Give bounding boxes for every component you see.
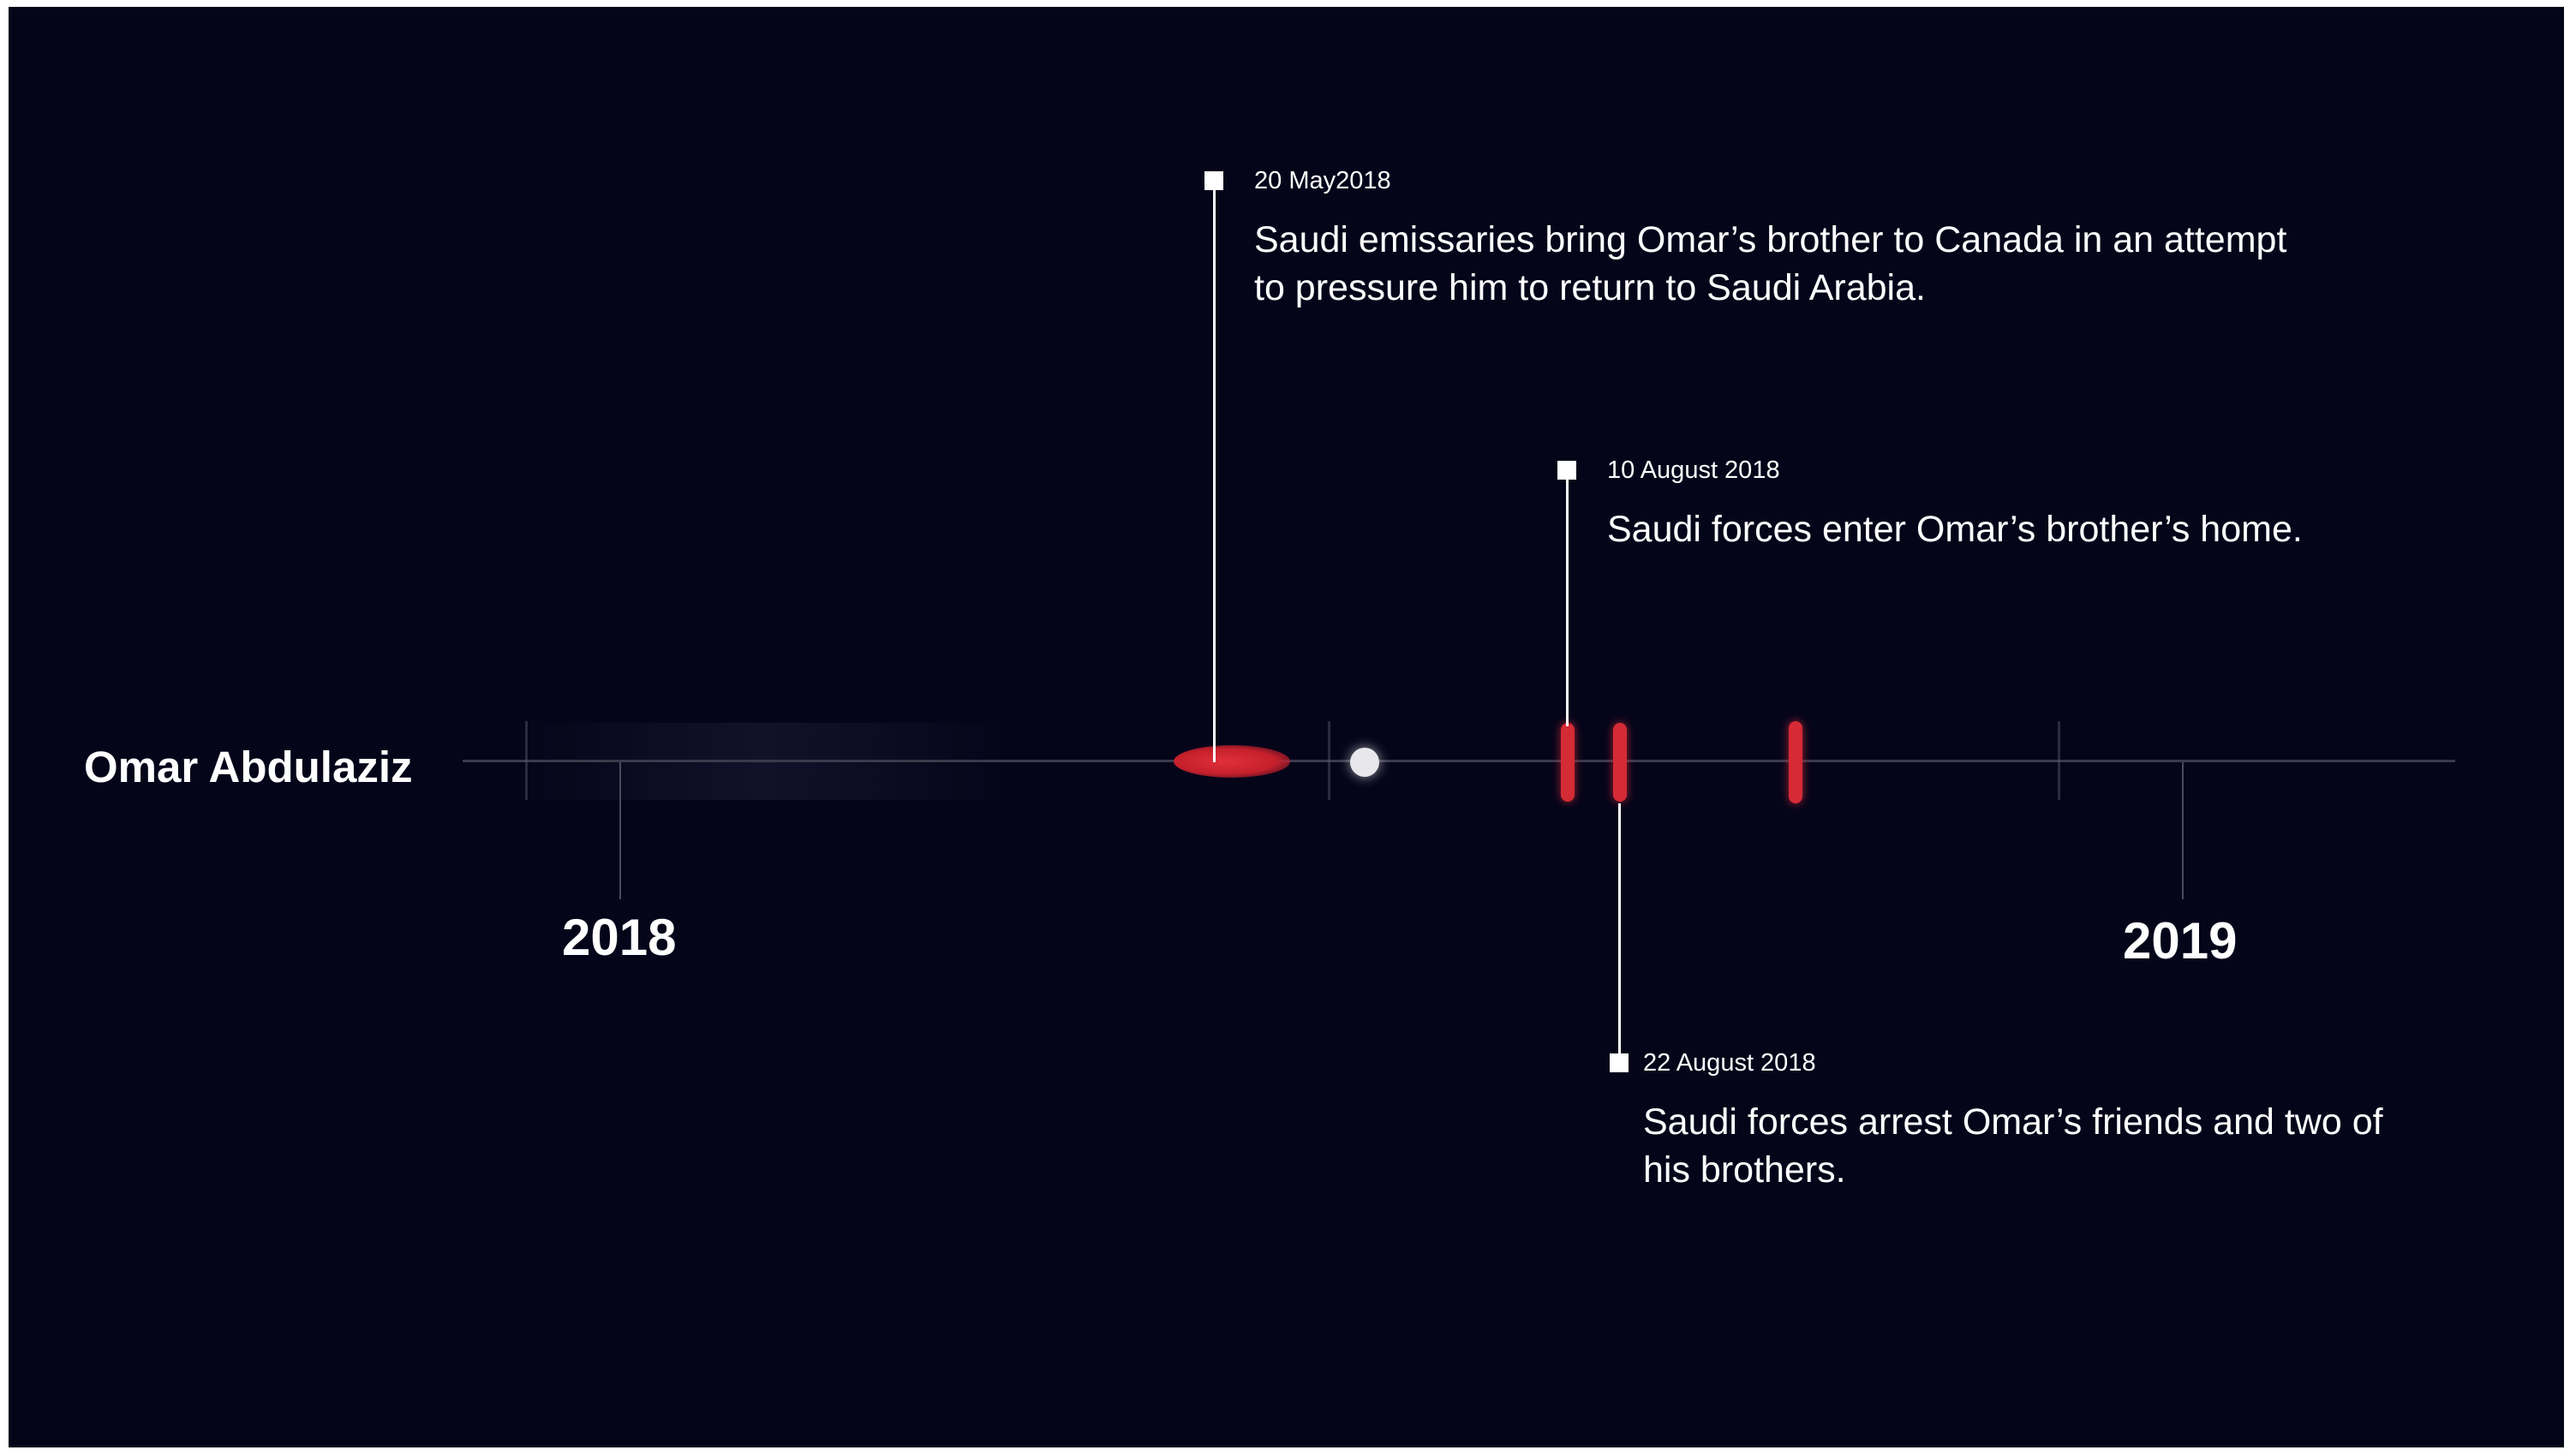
year-tick-2018 [619,762,621,899]
event-mark-10-august-2018 [1561,723,1575,802]
timeline-canvas: Omar Abdulaziz 2018 2019 20 May2018 Saud… [9,7,2564,1447]
event-date-3: 22 August 2018 [1643,1049,1816,1077]
event-leader-line-1 [1213,188,1216,762]
timeline-faint-tick [1328,721,1330,800]
event-marker-3 [1610,1053,1629,1072]
timeline-faint-tick [525,721,528,800]
event-mark-may-2018 [1174,745,1290,778]
year-label-2018: 2018 [562,909,677,966]
year-tick-2019 [2182,762,2184,899]
event-description-2: Saudi forces enter Omar’s brother’s home… [1607,509,2303,550]
timeline-axis [463,760,2455,762]
event-marker-1 [1204,171,1223,190]
event-description-1: Saudi emissaries bring Omar’s brother to… [1254,219,2287,308]
timeline-faint-tick [2058,721,2060,800]
current-date-dot [1350,748,1379,777]
event-date-2: 10 August 2018 [1607,456,1780,484]
event-mark-22-august-2018 [1613,723,1627,802]
event-description-3: Saudi forces arrest Omar’s friends and t… [1643,1101,2383,1190]
year-label-2019: 2019 [2123,912,2238,970]
event-leader-line-3 [1618,803,1621,1060]
person-name-label: Omar Abdulaziz [84,743,413,791]
event-marker-2 [1557,461,1576,480]
event-mark-later-2018 [1789,721,1802,803]
event-leader-line-2 [1566,478,1569,726]
event-date-1: 20 May2018 [1254,167,1391,194]
